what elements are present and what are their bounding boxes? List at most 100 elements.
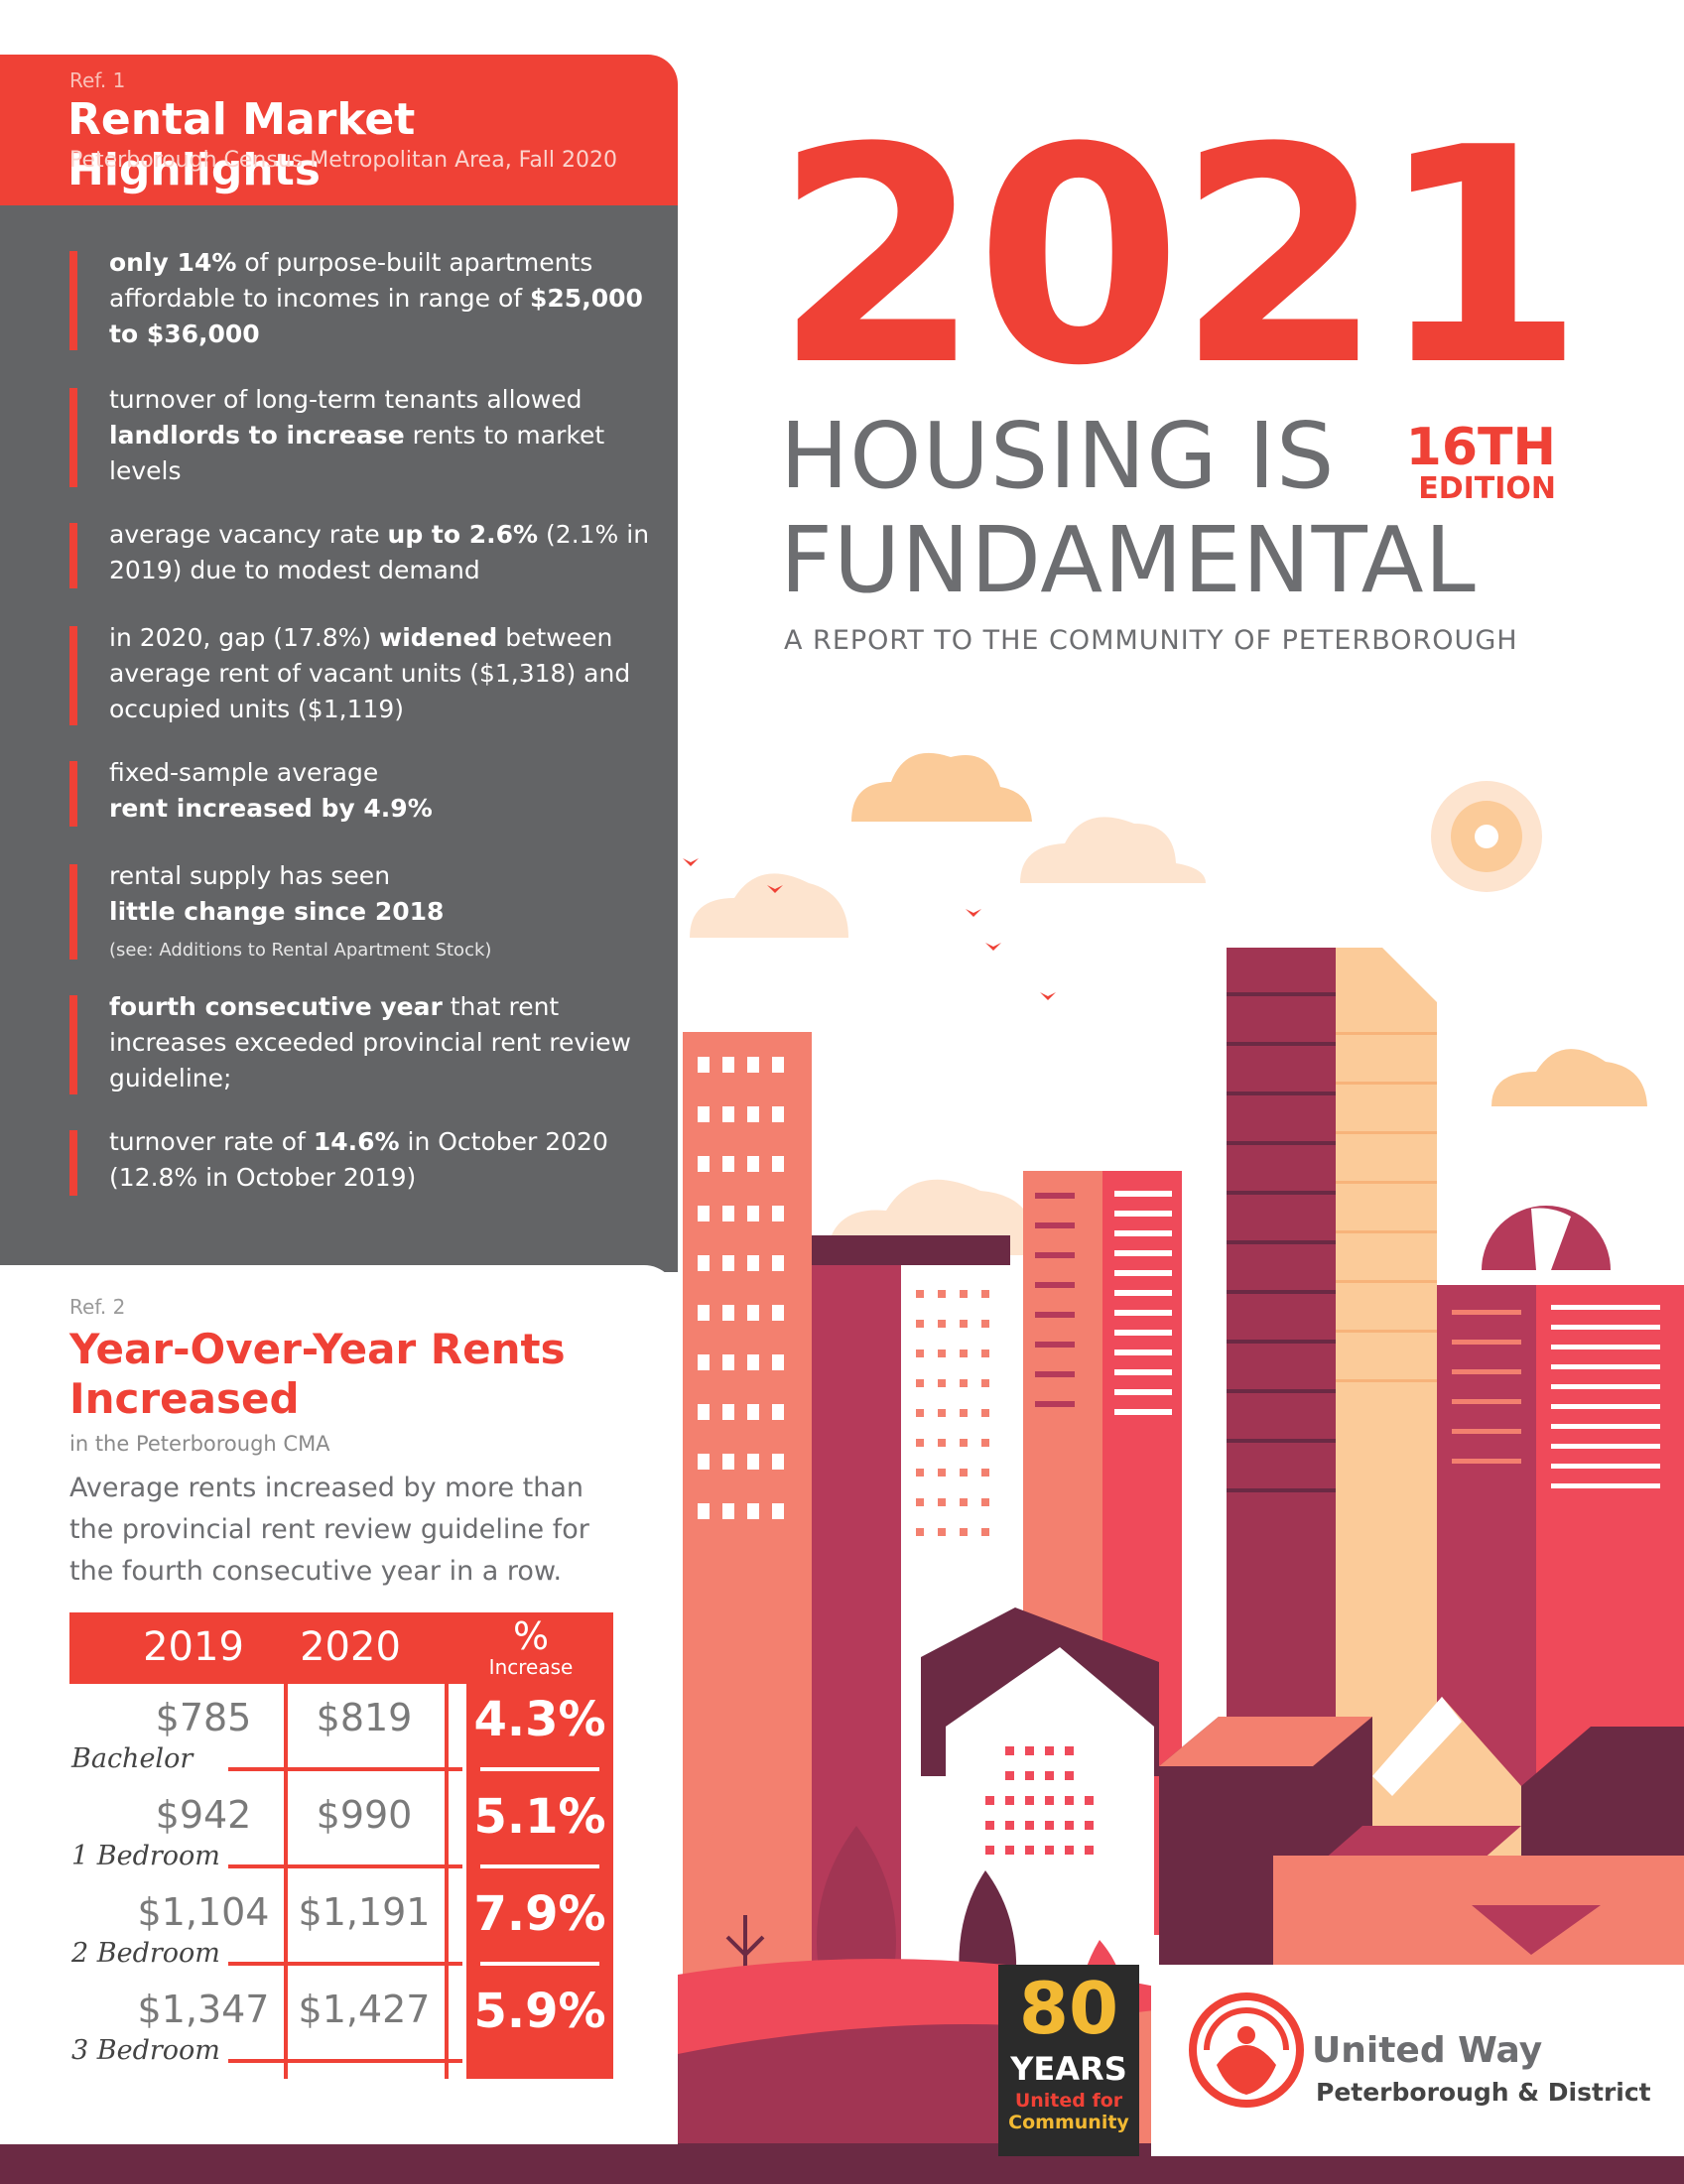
col-header-2019: 2019 [143,1624,244,1670]
highlight-bold: fourth consecutive year [109,992,443,1021]
highlight-text: rental supply has seen [109,861,391,890]
united-way-hand-icon [1189,1992,1304,2108]
report-subtitle: A REPORT TO THE COMMUNITY OF PETERBOROUG… [784,625,1518,656]
cover-year: 2021 [774,84,1585,431]
house [921,1607,1684,2024]
table-divider [445,1684,449,2079]
highlight-text: rents to market levels [109,421,605,485]
highlight-bold: 14.6% [313,1127,400,1156]
table-row: $1,104 $1,191 7.9% 2 Bedroom [69,1878,613,1976]
table-row: $1,347 $1,427 5.9% 3 Bedroom [69,1976,613,2073]
building-roof [812,1235,1010,1265]
highlight-item: fixed-sample average rent increased by 4… [69,755,665,829]
highlight-bold: landlords to increase [109,421,405,450]
sun-icon [1431,781,1542,892]
rent-2020: $990 [316,1793,413,1837]
ref2-description: Average rents increased by more than the… [69,1473,589,1587]
highlight-bar [69,995,77,1094]
highlight-text: fixed-sample average [109,758,379,787]
highlight-text: average vacancy rate [109,520,388,549]
percent-symbol: % [512,1614,550,1658]
rent-increase: 4.3% [473,1692,606,1747]
rent-2019: $785 [155,1696,252,1739]
unit-type-label: 3 Bedroom [71,2035,220,2066]
highlight-text: between average rent of vacant units ($1… [109,623,631,723]
ref2-title: Year-Over-Year Rents Increased [69,1325,566,1423]
highlight-bar [69,626,77,725]
table-row: $942 $990 5.1% 1 Bedroom [69,1781,613,1878]
cover-title-line1: HOUSING IS [780,403,1336,509]
highlight-text: in 2020, gap (17.8%) [109,623,380,652]
table-row: $785 $819 4.3% Bachelor [69,1684,613,1781]
cloud-icon [851,752,1032,822]
rent-table-header: 2019 2020 % Increase [69,1612,613,1684]
increase-column-bg [466,1684,613,2079]
anniv-line2: Community [1008,2112,1129,2133]
highlight-text: in October 2020 (12.8% in October 2019) [109,1127,608,1192]
highlight-bold: only 14% [109,248,237,277]
rent-2019: $942 [155,1793,252,1837]
rent-increase: 5.1% [473,1789,606,1845]
cloud-icon [1020,817,1206,883]
anniv-years: YEARS [1010,2050,1127,2088]
ref1-title: Rental Market Highlights [67,94,416,195]
highlight-item: in 2020, gap (17.8%) widened between ave… [69,620,665,727]
cover-title-line2: FUNDAMENTAL [780,507,1477,613]
highlight-bar [69,251,77,350]
edition-number: 16TH [1405,418,1556,477]
row-underline [228,2059,462,2063]
highlight-item: fourth consecutive year that rent increa… [69,989,665,1096]
highlight-text: that rent increases exceeded provincial … [109,992,631,1092]
unit-type-label: 2 Bedroom [71,1938,220,1969]
highlight-text: turnover of long-term tenants allowed [109,385,583,414]
unit-type-label: Bachelor [71,1743,194,1774]
bottom-strip [0,2144,678,2184]
highlight-bold: up to 2.6% [387,520,539,549]
cloud-icon [1491,1049,1647,1106]
anniversary-logo: 80 YEARS United for Community [998,1965,1139,2156]
united-way-subtitle: Peterborough & District [1316,2078,1651,2107]
city-illustration [678,752,1684,2184]
highlight-bar [69,523,77,588]
ref1-highlights-panel: only 14% of purpose-built apartments aff… [0,205,678,1272]
edition-word: EDITION [1418,471,1556,506]
col-header-increase: % Increase [456,1616,605,1678]
increase-word: Increase [488,1655,574,1679]
highlight-bar [69,388,77,487]
ref1-subtitle: Peterborough Census Metropolitan Area, F… [69,148,618,173]
united-way-name: United Way [1312,2030,1543,2071]
highlight-text: turnover rate of [109,1127,314,1156]
highlight-item: only 14% of purpose-built apartments aff… [69,245,665,354]
ref2-rents-card: Ref. 2 Year-Over-Year Rents Increased in… [0,1265,678,2144]
highlight-bar [69,761,77,827]
highlight-note: (see: Additions to Rental Apartment Stoc… [109,940,492,961]
bird-icon [683,858,1056,1000]
highlight-bold: widened [379,623,498,652]
highlights-list: only 14% of purpose-built apartments aff… [69,245,665,1198]
highlight-text: of purpose-built apartments affordable t… [109,248,593,313]
rent-2020: $1,191 [298,1890,431,1934]
highlight-item: rental supply has seen little change sin… [69,858,665,961]
cloud-icon [690,873,848,938]
highlight-item: average vacancy rate up to 2.6% (2.1% in… [69,517,665,590]
highlight-item: turnover rate of 14.6% in October 2020 (… [69,1124,665,1198]
row-underline [480,1962,599,1966]
table-divider [284,1684,288,2079]
anniv-number: 80 [1018,1967,1119,2050]
ref1-header: Ref. 1 Rental Market Highlights Peterbor… [0,55,678,205]
ref2-subtitle: in the Peterborough CMA [69,1432,330,1456]
rent-table: 2019 2020 % Increase $785 $819 4.3% Bach… [69,1612,613,2079]
ref1-label: Ref. 1 [69,68,126,92]
row-underline [480,1767,599,1771]
rent-2019: $1,104 [137,1890,270,1934]
rent-2019: $1,347 [137,1988,270,2031]
row-underline [228,1864,462,1868]
rent-2020: $1,427 [298,1988,431,2031]
highlight-bold: $25,000 to $36,000 [109,284,643,348]
highlight-bold: little change since 2018 [109,897,445,926]
row-underline [480,1864,599,1868]
row-underline [228,1767,462,1771]
row-underline [228,1962,462,1966]
rent-increase: 5.9% [473,1984,606,2039]
highlight-bar [69,864,77,960]
